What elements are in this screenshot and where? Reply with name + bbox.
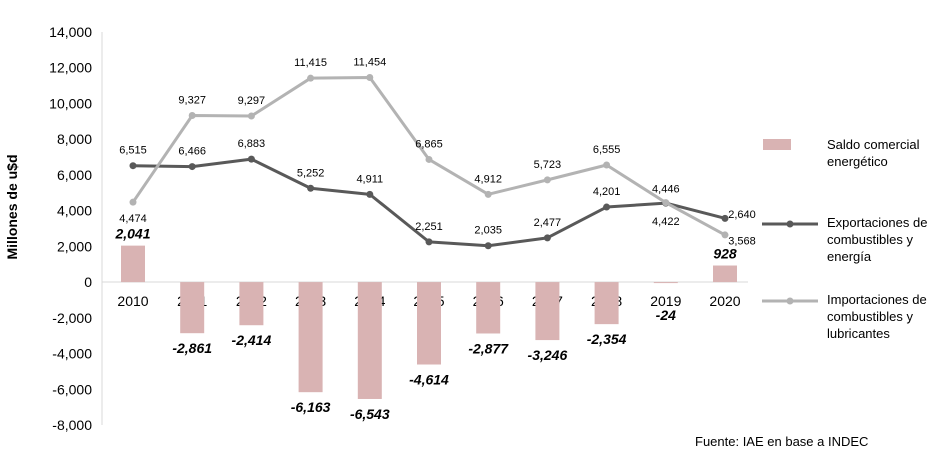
legend: Saldo comercial energético Exportaciones…: [762, 137, 927, 341]
data-label-exportaciones: 4,201: [593, 186, 621, 198]
bar-label-saldo: 2,041: [114, 226, 150, 242]
bar-label-saldo: -6,163: [291, 399, 331, 415]
data-label-exportaciones: 5,252: [297, 167, 325, 179]
data-label-exportaciones: 4,422: [652, 216, 680, 228]
point-exportaciones: [366, 190, 374, 198]
point-exportaciones: [484, 242, 492, 250]
legend-label-importaciones-line3: lubricantes: [827, 326, 890, 341]
bar-saldo: [180, 282, 205, 334]
legend-label-saldo-line2: energético: [827, 154, 888, 169]
y-tick-label: 2,000: [57, 238, 92, 254]
data-labels: 2,041 -2,861 -2,414 -6,163 -6,543 -4,614 -2,87…: [114, 56, 755, 421]
data-label-exportaciones: 6,515: [119, 145, 147, 157]
point-importaciones: [247, 112, 255, 120]
bar-saldo: [357, 282, 382, 399]
legend-label-saldo-line1: Saldo comercial: [827, 137, 920, 152]
bar-saldo: [417, 282, 441, 365]
point-importaciones: [484, 190, 492, 198]
data-label-importaciones: 6,555: [593, 144, 621, 156]
point-importaciones: [129, 198, 137, 206]
point-importaciones: [543, 176, 551, 184]
point-exportaciones: [721, 214, 729, 222]
bar-label-saldo: -2,877: [468, 340, 509, 356]
legend-marker-exportaciones: [786, 220, 794, 228]
data-label-importaciones: 5,723: [534, 159, 562, 171]
line-series: [129, 73, 729, 250]
x-tick-label: 2019: [650, 293, 681, 309]
point-exportaciones: [247, 155, 255, 163]
point-importaciones: [603, 161, 611, 169]
legend-marker-importaciones: [786, 297, 794, 305]
bar-label-saldo: -2,354: [587, 331, 627, 347]
legend-label-importaciones-line1: Importaciones de: [827, 292, 927, 307]
data-label-exportaciones: 6,466: [178, 146, 206, 158]
x-tick-label: 2020: [709, 293, 740, 309]
bar-label-saldo: -24: [656, 307, 676, 323]
legend-swatch-saldo: [763, 139, 791, 150]
bar-saldo: [239, 282, 264, 326]
y-tick-label: -4,000: [52, 346, 92, 362]
point-exportaciones: [603, 203, 611, 211]
point-importaciones: [721, 231, 729, 239]
bar-saldo: [476, 282, 501, 334]
data-label-importaciones: 4,474: [119, 213, 147, 225]
point-exportaciones: [129, 162, 137, 170]
legend-label-exportaciones-line2: combustibles y: [827, 232, 913, 247]
data-label-importaciones: 4,912: [474, 173, 502, 185]
y-tick-label: 12,000: [49, 60, 92, 76]
point-exportaciones: [307, 184, 315, 192]
data-label-importaciones: 2,640: [728, 209, 756, 221]
point-importaciones: [425, 155, 433, 163]
y-axis-label: Millones de u$d: [4, 154, 20, 259]
data-label-importaciones: 6,865: [415, 138, 443, 150]
point-exportaciones: [543, 234, 551, 242]
y-tick-label: 10,000: [49, 95, 92, 111]
y-tick-label: 14,000: [49, 24, 92, 40]
data-label-importaciones: 4,446: [652, 184, 680, 196]
legend-label-exportaciones-line1: Exportaciones de: [827, 215, 927, 230]
bar-label-saldo: -6,543: [350, 406, 390, 422]
y-tick-label: 6,000: [57, 167, 92, 183]
bar-label-saldo: 928: [713, 246, 737, 262]
point-importaciones: [366, 73, 374, 81]
bar-label-saldo: -2,414: [232, 332, 272, 348]
data-label-importaciones: 9,297: [238, 95, 266, 107]
bar-label-saldo: -4,614: [409, 372, 449, 388]
data-label-importaciones: 11,415: [294, 57, 327, 69]
x-tick-label: 2010: [117, 293, 148, 309]
data-label-exportaciones: 6,883: [238, 138, 266, 150]
point-exportaciones: [188, 163, 196, 171]
bar-saldo: [535, 282, 560, 341]
bar-label-saldo: -2,861: [172, 340, 212, 356]
y-tick-label: 0: [84, 274, 92, 290]
y-tick-labels: 14,000 12,000 10,000 8,000 6,000 4,000 2,000 0 -…: [49, 24, 92, 433]
data-label-importaciones: 9,327: [178, 94, 206, 106]
legend-label-importaciones-line2: combustibles y: [827, 309, 913, 324]
data-label-importaciones: 11,454: [353, 56, 386, 68]
source-note: Fuente: IAE en base a INDEC: [695, 434, 868, 449]
y-tick-label: 4,000: [57, 203, 92, 219]
data-label-exportaciones: 2,477: [534, 217, 562, 229]
legend-label-exportaciones-line3: energía: [827, 249, 872, 264]
y-tick-label: -2,000: [52, 310, 92, 326]
bar-saldo: [121, 245, 145, 283]
data-label-exportaciones: 2,035: [474, 225, 502, 237]
y-tick-label: 8,000: [57, 131, 92, 147]
y-tick-label: -6,000: [52, 381, 92, 397]
point-importaciones: [188, 111, 196, 119]
bar-series-saldo: [121, 245, 737, 399]
point-importaciones: [662, 199, 670, 207]
data-label-exportaciones: 3,568: [728, 235, 756, 247]
data-label-exportaciones: 2,251: [415, 221, 443, 233]
point-importaciones: [307, 74, 315, 82]
bar-saldo: [713, 265, 737, 283]
data-label-exportaciones: 4,911: [356, 173, 383, 185]
point-exportaciones: [425, 238, 433, 246]
bar-saldo: [298, 282, 323, 393]
bar-saldo: [594, 282, 619, 325]
bar-saldo: [653, 282, 678, 284]
bar-label-saldo: -3,246: [528, 347, 568, 363]
y-tick-label: -8,000: [52, 417, 92, 433]
